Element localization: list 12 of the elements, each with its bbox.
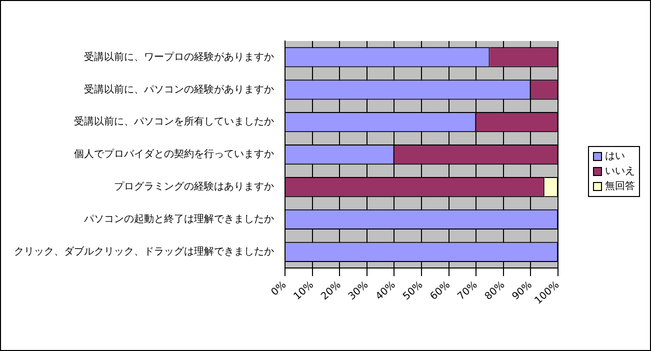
- y-tick-label: パソコンの起動と終了は理解できましたか: [83, 213, 274, 226]
- legend-label: いいえ: [605, 166, 635, 177]
- y-tick-label: プログラミングの経験はありますか: [114, 180, 274, 193]
- legend-label: 無回答: [605, 181, 635, 192]
- y-tick-label: クリック、ダブルクリック、ドラッグは理解できましたか: [14, 246, 274, 258]
- y-tick-label: 受講以前に、パソコンを所有していましたか: [74, 116, 274, 128]
- y-tick-label: 受講以前に、パソコンの経験がありますか: [84, 83, 274, 96]
- x-tick-label: 40%: [374, 280, 398, 303]
- legend-label: はい: [605, 151, 625, 162]
- y-tick-label: 個人でプロバイダとの契約を行っていますか: [74, 148, 274, 160]
- x-tick-label: 0%: [270, 280, 289, 298]
- y-tick-label: 受講以前に、ワープロの経験がありますか: [84, 50, 274, 63]
